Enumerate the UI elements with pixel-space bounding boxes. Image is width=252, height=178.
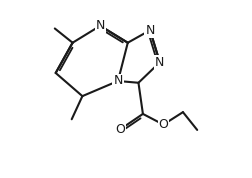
Text: O: O <box>159 118 168 131</box>
Text: N: N <box>155 56 165 69</box>
Text: N: N <box>145 24 155 37</box>
Text: N: N <box>113 74 123 88</box>
Text: N: N <box>96 19 105 32</box>
Text: O: O <box>116 122 125 136</box>
